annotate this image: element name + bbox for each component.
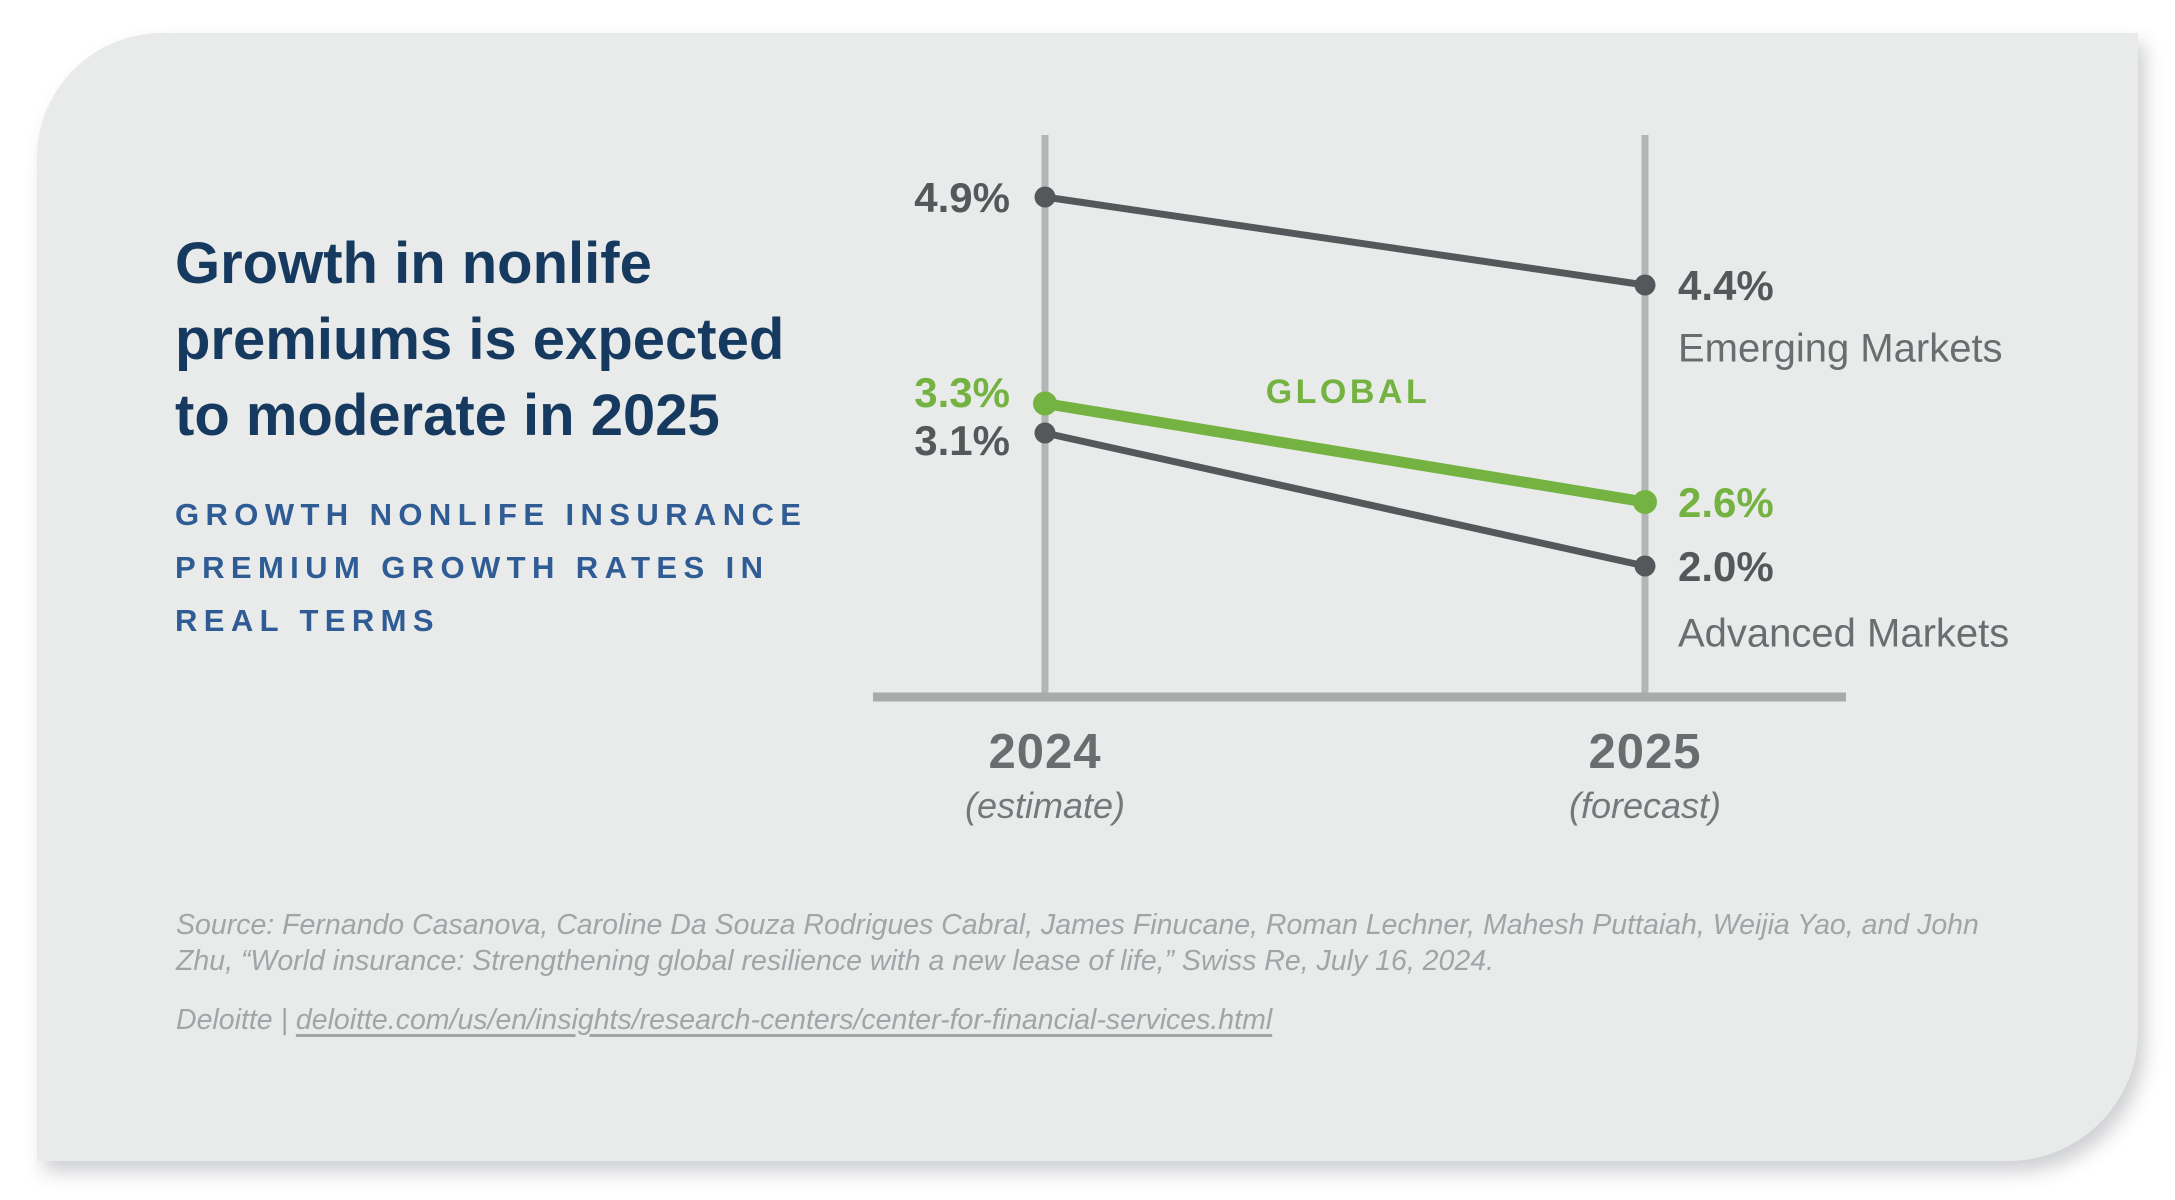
- series-name-emerging-markets: Emerging Markets: [1678, 326, 2003, 370]
- series-dot-global-end: [1633, 490, 1657, 514]
- x-axis-sublabel-estimate: (estimate): [965, 785, 1125, 826]
- subtitle-line: REAL TERMS: [175, 603, 440, 638]
- series-name-advanced-markets: Advanced Markets: [1678, 611, 2009, 655]
- series-dot-advanced-markets-end: [1634, 555, 1656, 577]
- x-axis-sublabel-forecast: (forecast): [1569, 785, 1721, 826]
- footer-link[interactable]: deloitte.com/us/en/insights/research-cen…: [295, 1004, 1273, 1036]
- value-label-global-end: 2.6%: [1678, 479, 1774, 526]
- x-axis-label-2025: 2025: [1588, 725, 1701, 779]
- chart-subtitle: GROWTH NONLIFE INSURANCE PREMIUM GROWTH …: [175, 488, 807, 647]
- subtitle-line: PREMIUM GROWTH RATES IN: [175, 550, 770, 585]
- value-label-emerging-markets-end: 4.4%: [1678, 262, 1774, 309]
- value-label-global-start: 3.3%: [914, 369, 1010, 416]
- chart-card: Growth in nonlife premiums is expected t…: [37, 33, 2138, 1161]
- footer-brand: Deloitte |: [176, 1004, 296, 1036]
- series-line-global: [1044, 398, 1646, 508]
- series-line-advanced-markets: [1044, 429, 1646, 570]
- value-label-emerging-markets-start: 4.9%: [914, 174, 1010, 221]
- series-dot-emerging-markets-start: [1034, 186, 1056, 208]
- x-axis-label-2024: 2024: [988, 725, 1101, 779]
- series-name-global: GLOBAL: [1266, 373, 1431, 411]
- source-line: Source: Fernando Casanova, Caroline Da S…: [176, 909, 1979, 941]
- title-line: to moderate in 2025: [175, 383, 720, 448]
- subtitle-line: GROWTH NONLIFE INSURANCE: [175, 497, 808, 532]
- series-dot-advanced-markets-start: [1034, 422, 1056, 444]
- value-label-advanced-markets-start: 3.1%: [914, 417, 1010, 464]
- source-note: Source: Fernando Casanova, Caroline Da S…: [176, 907, 1979, 979]
- series-line-emerging-markets: [1044, 193, 1646, 289]
- footer-credit: Deloitte | deloitte.com/us/en/insights/r…: [176, 1002, 1272, 1038]
- series-dot-global-start: [1033, 391, 1057, 416]
- series-dot-emerging-markets-end: [1634, 274, 1656, 296]
- source-line: Zhu, “World insurance: Strengthening glo…: [176, 945, 1494, 977]
- page-title: Growth in nonlife premiums is expected t…: [175, 226, 784, 454]
- title-line: premiums is expected: [175, 307, 785, 372]
- value-label-advanced-markets-end: 2.0%: [1678, 543, 1774, 590]
- title-line: Growth in nonlife: [175, 231, 652, 296]
